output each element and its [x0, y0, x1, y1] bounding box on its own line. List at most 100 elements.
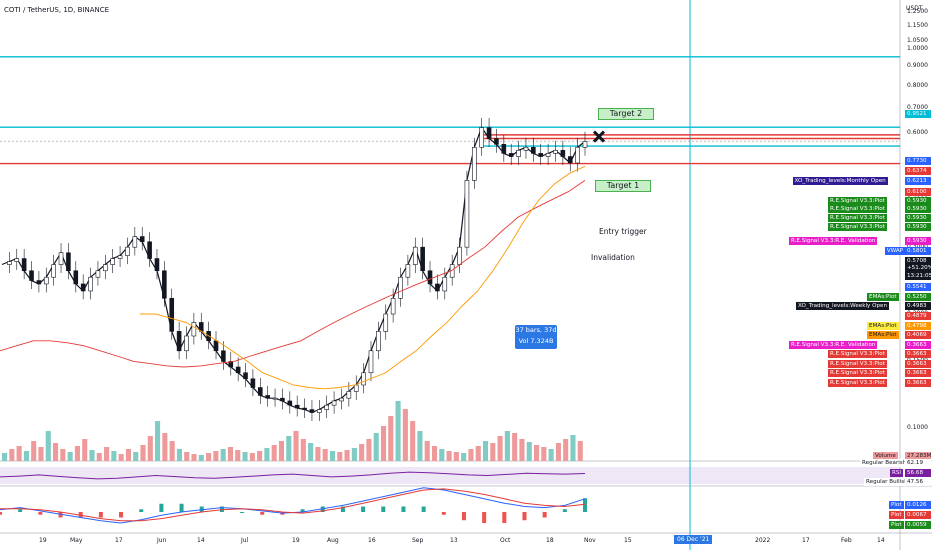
- time-tick-label: Feb: [841, 537, 852, 544]
- volume-bar: [213, 451, 219, 461]
- price-label: 0.5930: [905, 205, 931, 213]
- volume-bar: [402, 409, 408, 461]
- candle-body: [51, 264, 56, 278]
- price-tick-label: 0.3000: [907, 243, 928, 250]
- volume-bar: [373, 433, 379, 461]
- candle-body: [88, 276, 93, 292]
- macd-histogram-bar: [58, 512, 63, 518]
- volume-bar: [271, 445, 277, 461]
- volume-bar: [191, 454, 197, 461]
- candle-body: [221, 350, 226, 362]
- price-label: 0.5801: [905, 247, 931, 255]
- volume-bar: [53, 443, 59, 461]
- price-tick-label: 1.0000: [907, 44, 928, 52]
- candle-body: [294, 404, 300, 409]
- volume-bar: [155, 421, 161, 461]
- candle-body: [501, 144, 507, 154]
- candle-body: [147, 241, 152, 259]
- candle-body: [523, 146, 529, 151]
- volume-bar: [388, 416, 394, 461]
- candle-body: [302, 407, 307, 410]
- volume-value: 27.283M: [905, 452, 932, 460]
- rsi-band: [0, 467, 900, 484]
- price-label: 0.5708: [905, 257, 931, 265]
- volume-bar: [417, 431, 423, 461]
- volume-bar: [169, 441, 175, 461]
- volume-bar: [519, 439, 525, 461]
- candle-body: [103, 264, 108, 272]
- macd-histogram-bar: [502, 512, 507, 523]
- macd-tag: Plot: [889, 521, 904, 529]
- indicator-tag: EMAs:Plot: [867, 322, 899, 330]
- macd-slow-line: [0, 488, 586, 522]
- rsi-bearish-value: 62.19: [905, 459, 931, 467]
- candle-body: [125, 246, 130, 256]
- volume-bar: [227, 447, 234, 461]
- price-label: 0.6374: [905, 167, 931, 175]
- candle-body: [243, 372, 248, 380]
- candle-body: [427, 270, 433, 285]
- candle-body: [250, 378, 256, 388]
- highlight-date-label: 06 Dec '21: [674, 535, 713, 544]
- candle-body: [412, 246, 418, 265]
- macd-histogram-bar: [260, 512, 265, 515]
- volume-bar: [2, 453, 8, 461]
- volume-bar: [570, 435, 576, 461]
- time-tick-label: 15: [624, 537, 632, 544]
- macd-value: 0.0126: [905, 501, 931, 509]
- macd-histogram-bar: [18, 509, 23, 512]
- price-label: 0.9521: [905, 110, 931, 118]
- macd-histogram-bar: [240, 512, 245, 513]
- time-tick-label: 17: [802, 537, 810, 544]
- volume-bar: [82, 439, 88, 461]
- candle-body: [324, 404, 330, 410]
- candle-body: [553, 150, 558, 154]
- time-tick-label: 14: [197, 537, 205, 544]
- macd-histogram-bar: [482, 512, 487, 523]
- candle-body: [361, 372, 366, 386]
- macd-histogram-bar: [300, 509, 305, 512]
- volume-bar: [475, 446, 481, 461]
- rsi-bullish-tag: Regular Bullish: [864, 478, 910, 486]
- volume-bar: [74, 446, 80, 461]
- volume-bar: [512, 433, 518, 461]
- candle-body: [353, 384, 359, 392]
- time-tick-label: 18: [546, 537, 554, 544]
- volume-bar: [337, 452, 343, 461]
- volume-bar: [300, 439, 306, 461]
- indicator-tag: XO_Trading_levels:Weekly Open: [796, 302, 890, 310]
- candle-body: [235, 366, 241, 374]
- macd-histogram-bar: [38, 512, 43, 515]
- price-tick-label: 0.7000: [907, 103, 928, 111]
- volume-bar: [257, 451, 263, 461]
- volume-bar: [504, 431, 510, 461]
- time-tick-label: Sep: [412, 537, 424, 544]
- candle-body: [309, 409, 315, 413]
- candle-body: [73, 270, 79, 285]
- candle-body: [29, 270, 34, 281]
- indicator-tag: R.E.Signal V3.3:Plot: [828, 360, 887, 368]
- measure-volume: Vol 7.324B: [518, 337, 554, 345]
- candle-body: [184, 335, 189, 352]
- macd-histogram-bar: [340, 506, 345, 512]
- time-tick-label: 14: [877, 537, 885, 544]
- time-tick-label: Aug: [327, 537, 339, 544]
- indicator-tag: R.E.Signal V3.3:Plot: [828, 214, 887, 222]
- candle-body: [7, 261, 12, 265]
- price-label: 0.5930: [905, 197, 931, 205]
- time-tick-label: 17: [115, 537, 123, 544]
- volume-bar: [96, 453, 102, 461]
- volume-bar: [198, 455, 204, 461]
- candle-body: [516, 150, 521, 157]
- candle-body: [162, 270, 167, 299]
- price-label: 0.7730: [905, 157, 931, 165]
- price-label: 0.6213: [905, 177, 931, 185]
- volume-bar: [23, 451, 29, 461]
- volume-bar: [351, 448, 357, 461]
- candle-body: [287, 400, 293, 406]
- indicator-tag: R.E.Signal V3.3:Plot: [828, 223, 887, 231]
- volume-bar: [308, 443, 314, 461]
- macd-histogram-bar: [159, 503, 164, 512]
- time-tick-label: 2022: [755, 537, 771, 544]
